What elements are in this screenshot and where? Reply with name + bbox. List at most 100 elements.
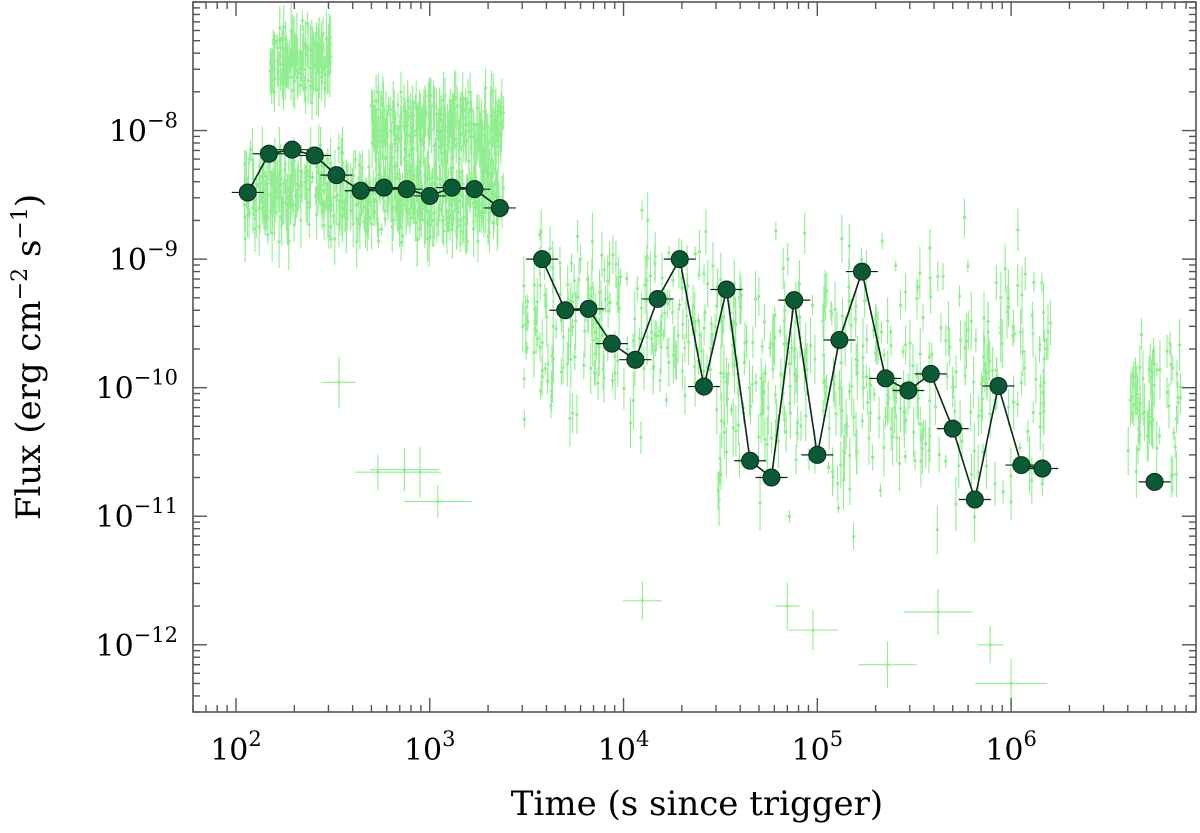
measurement-point bbox=[440, 92, 444, 147]
measurement-point bbox=[257, 197, 261, 256]
measurement-point bbox=[1015, 208, 1020, 251]
measurement-point bbox=[966, 310, 970, 350]
measurement-point bbox=[782, 405, 787, 434]
measurement-point bbox=[1175, 360, 1179, 388]
measurement-point bbox=[803, 390, 808, 442]
measurement-point bbox=[465, 231, 469, 252]
measurement-point bbox=[933, 388, 938, 425]
measurement-point bbox=[903, 450, 907, 463]
measurement-point bbox=[879, 321, 884, 343]
x-tick-label: 105 bbox=[792, 727, 844, 768]
measurement-outlier bbox=[403, 485, 472, 518]
measurement-point bbox=[724, 426, 729, 477]
measurement-point bbox=[1032, 272, 1036, 293]
measurement-point bbox=[843, 423, 847, 481]
measurement-point bbox=[471, 220, 475, 239]
measurement-point bbox=[994, 265, 998, 301]
measurement-point bbox=[1041, 283, 1046, 341]
measurement-point bbox=[656, 326, 660, 346]
measurement-point bbox=[796, 405, 800, 440]
measurement-point bbox=[304, 61, 308, 114]
measurement-outlier bbox=[355, 454, 401, 490]
measurement-point bbox=[581, 351, 586, 380]
measurement-point bbox=[1157, 426, 1161, 445]
measurement-point bbox=[697, 229, 702, 274]
measurement-point bbox=[781, 247, 785, 290]
measurement-point bbox=[885, 380, 890, 426]
binned-point bbox=[533, 250, 552, 269]
measurement-point bbox=[719, 293, 723, 350]
measurement-point bbox=[415, 209, 419, 268]
binned-point bbox=[238, 183, 257, 202]
measurement-point bbox=[288, 174, 292, 202]
measurement-point bbox=[635, 275, 639, 302]
measurement-point bbox=[1001, 480, 1006, 504]
measurement-point bbox=[804, 341, 808, 363]
measurement-point bbox=[827, 407, 831, 450]
binned-point bbox=[490, 198, 509, 217]
measurement-outlier bbox=[858, 641, 917, 688]
binned-point bbox=[283, 140, 302, 159]
measurement-point bbox=[248, 140, 253, 159]
measurement-point bbox=[849, 356, 854, 416]
measurement-point bbox=[566, 327, 571, 365]
measurement-point bbox=[301, 46, 306, 93]
measurement-point bbox=[522, 368, 526, 389]
measurement-point bbox=[448, 89, 452, 113]
measurement-point bbox=[847, 382, 852, 401]
measurement-point bbox=[864, 364, 869, 389]
measurement-point bbox=[477, 193, 482, 233]
binned-point bbox=[420, 186, 439, 205]
measurement-point bbox=[918, 327, 923, 381]
binned-point bbox=[579, 299, 598, 318]
measurement-point bbox=[686, 319, 691, 366]
measurement-point bbox=[1046, 304, 1050, 360]
measurement-point bbox=[472, 110, 476, 164]
measurement-point bbox=[793, 334, 797, 381]
measurement-point bbox=[522, 410, 526, 429]
measurement-point bbox=[274, 34, 278, 49]
measurement-point bbox=[376, 93, 380, 147]
measurement-point bbox=[998, 272, 1003, 323]
measurement-point bbox=[971, 356, 976, 408]
measurement-point bbox=[667, 337, 671, 387]
measurement-point bbox=[424, 106, 428, 119]
measurement-point bbox=[671, 300, 675, 325]
measurement-point bbox=[270, 204, 274, 263]
measurement-point bbox=[491, 159, 495, 179]
measurement-point bbox=[384, 90, 388, 150]
measurement-point bbox=[984, 443, 989, 489]
measurement-point bbox=[522, 256, 526, 315]
measurement-point bbox=[561, 321, 565, 353]
binned-point bbox=[830, 330, 849, 349]
measurement-point bbox=[831, 466, 835, 488]
measurement-point bbox=[458, 115, 462, 150]
binned-point bbox=[1033, 459, 1052, 478]
measurement-point bbox=[1167, 383, 1171, 429]
measurement-point bbox=[664, 393, 668, 407]
measurement-point bbox=[445, 148, 449, 166]
measurement-point bbox=[263, 205, 267, 234]
measurement-point bbox=[704, 208, 708, 255]
measurement-point bbox=[653, 243, 657, 284]
binned-point bbox=[1145, 472, 1164, 491]
measurement-point bbox=[299, 191, 303, 249]
measurement-point bbox=[879, 483, 883, 497]
measurement-point bbox=[406, 85, 410, 145]
measurement-point bbox=[396, 92, 400, 117]
binned-point bbox=[351, 181, 370, 200]
measurement-point bbox=[603, 285, 608, 314]
binned-point bbox=[921, 364, 940, 383]
measurement-point bbox=[854, 428, 859, 475]
measurement-point bbox=[773, 385, 777, 405]
binned-point bbox=[899, 381, 918, 400]
measurement-point bbox=[685, 273, 690, 299]
binned-point bbox=[305, 146, 324, 165]
plot-axes bbox=[192, 1, 1197, 713]
measurement-point bbox=[370, 118, 374, 168]
measurement-point bbox=[1154, 420, 1159, 476]
measurement-point bbox=[951, 375, 956, 399]
measurement-point bbox=[882, 347, 886, 362]
measurement-point bbox=[568, 389, 572, 448]
measurement-point bbox=[1168, 331, 1172, 355]
